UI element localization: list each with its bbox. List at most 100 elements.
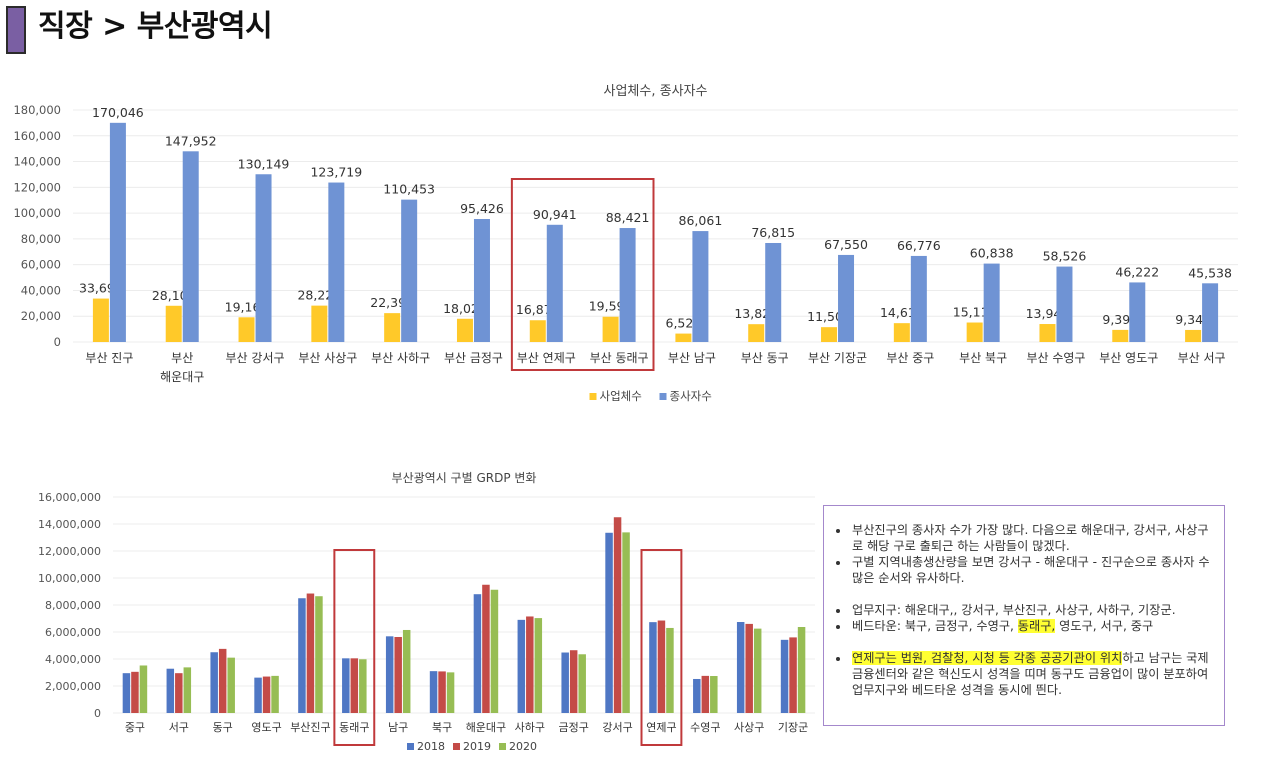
chart-title: 사업체수, 종사자수 [604, 84, 708, 99]
bar-2020 [183, 667, 192, 713]
bar-2019 [438, 671, 446, 713]
y-tick-label: 6,000,000 [45, 626, 101, 639]
y-tick-label: 4,000,000 [45, 653, 101, 666]
note-item: 베드타운: 북구, 금정구, 수영구, 동래구, 영도구, 서구, 중구 [850, 618, 1216, 634]
bar-2018 [429, 671, 438, 713]
bar-2019 [526, 616, 534, 713]
bar-2020 [402, 629, 411, 713]
bar-사업체수 [529, 320, 546, 342]
highlight-box [333, 549, 376, 746]
data-label: 123,719 [310, 165, 362, 180]
bar-2018 [649, 622, 657, 713]
bar-사업체수 [238, 317, 255, 342]
bar-2018 [561, 652, 569, 713]
legend-swatch [499, 743, 506, 750]
x-tick-label: 북구 [432, 721, 452, 734]
bar-종사자수 [182, 151, 199, 342]
x-tick-label: 부산 동구 [741, 351, 789, 365]
highlight-box [640, 549, 683, 746]
bar-종사자수 [692, 231, 709, 342]
y-tick-label: 10,000,000 [38, 572, 101, 585]
bar-2019 [350, 658, 359, 713]
bar-2019 [569, 650, 578, 713]
bar-2019 [657, 620, 666, 713]
x-tick-label: 사하구 [515, 720, 545, 734]
x-tick-label: 중구 [125, 721, 145, 734]
bar-2019 [745, 623, 753, 713]
x-tick-label: 부산 북구 [959, 351, 1007, 365]
x-tick-label: 부산 사상구 [298, 351, 357, 365]
legend-label: 종사자수 [670, 389, 712, 403]
grdp-bar-chart: 부산광역시 구별 GRDP 변화 0 2,000,000 4,000,000 6,000… [38, 471, 815, 753]
bar-2018 [254, 677, 262, 713]
x-tick-label: 기장군 [778, 721, 808, 734]
bar-2020 [446, 672, 455, 713]
bar-2020 [139, 665, 148, 713]
x-tick-label: 해운대구 [160, 370, 204, 384]
bar-2018 [736, 622, 745, 713]
x-tick-label: 부산 서구 [1178, 351, 1226, 365]
bar-2018 [298, 598, 306, 713]
data-label: 170,046 [92, 105, 144, 120]
bar-종사자수 [109, 122, 126, 342]
x-tick-label: 부산 진구 [85, 351, 133, 365]
bar-사업체수 [384, 313, 401, 342]
bar-2018 [780, 639, 789, 713]
data-label: 90,941 [533, 207, 577, 222]
data-label: 46,222 [1115, 264, 1159, 279]
note-item: 연제구는 법원, 검찰청, 시청 등 각종 공공기관이 위치하고 남구는 국제금… [850, 650, 1216, 698]
legend-swatch [659, 393, 667, 400]
data-label: 9,394 [1102, 312, 1138, 327]
x-tick-label: 동구 [213, 721, 233, 734]
y-tick-label: 100,000 [13, 206, 61, 220]
bar-종사자수 [1056, 266, 1073, 342]
bar-종사자수 [1202, 283, 1219, 342]
bar-2019 [789, 637, 797, 713]
bar-2019 [218, 648, 227, 713]
bar-종사자수 [838, 254, 855, 342]
bar-사업체수 [92, 298, 109, 342]
bar-2019 [131, 671, 139, 713]
note-item: 구별 지역내총생산량을 보면 강서구 - 해운대구 - 진구순으로 종사자 수 … [850, 554, 1216, 586]
x-tick-label: 연제구 [646, 721, 676, 734]
bar-2018 [693, 678, 701, 713]
data-label: 110,453 [383, 182, 435, 197]
y-tick-label: 120,000 [13, 180, 61, 194]
bar-2019 [701, 675, 710, 713]
bar-2019 [262, 676, 271, 713]
bar-2018 [122, 673, 131, 713]
bar-사업체수 [893, 323, 910, 342]
y-tick-label: 14,000,000 [38, 518, 101, 531]
x-tick-label: 금정구 [559, 721, 589, 734]
bar-2018 [517, 619, 526, 713]
bar-종사자수 [619, 228, 636, 342]
bar-종사자수 [473, 219, 490, 342]
legend-label: 2019 [463, 740, 491, 753]
bar-사업체수 [1185, 329, 1202, 342]
data-label: 45,538 [1188, 265, 1232, 280]
data-label: 88,421 [606, 210, 650, 225]
data-label: 130,149 [238, 156, 290, 171]
y-tick-label: 140,000 [13, 155, 61, 169]
bar-2018 [210, 652, 218, 713]
x-tick-label: 부산 수영구 [1026, 351, 1085, 365]
x-tick-label: 수영구 [690, 721, 720, 734]
y-tick-label: 0 [54, 335, 61, 349]
y-tick-label: 12,000,000 [38, 545, 101, 558]
bar-2020 [271, 675, 279, 713]
x-tick-label: 부산 사하구 [371, 351, 430, 365]
employment-bar-chart: 사업체수, 종사자수 0 20,000 40,000 60,000 80,000 100,0… [13, 84, 1238, 403]
highlight-box [510, 178, 655, 371]
x-tick-label: 부산 연제구 [517, 351, 576, 365]
bar-2020 [227, 657, 235, 713]
data-label: 147,952 [165, 133, 217, 148]
x-tick-label: 부산진구 [290, 721, 330, 734]
bar-사업체수 [821, 327, 838, 342]
bar-2020 [315, 596, 323, 713]
y-tick-label: 160,000 [13, 129, 61, 143]
highlight-text: 연제구는 법원, 검찰청, 시청 등 각종 공공기관이 위치 [852, 651, 1123, 665]
legend-swatch [589, 393, 597, 400]
bar-2020 [578, 654, 586, 713]
bar-사업체수 [456, 318, 473, 342]
bar-종사자수 [983, 263, 1000, 342]
